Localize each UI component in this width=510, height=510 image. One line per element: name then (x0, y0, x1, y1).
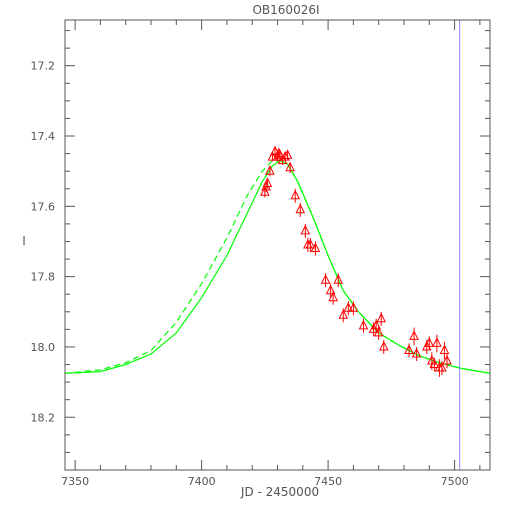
data-points (260, 145, 452, 377)
x-tick-label: 7350 (61, 475, 89, 488)
model-curve-dashed (64, 160, 491, 374)
data-point (300, 224, 311, 235)
data-point (290, 189, 301, 200)
data-point (376, 312, 387, 323)
data-point (260, 186, 270, 196)
y-tick-label: 17.2 (31, 60, 56, 73)
data-point (275, 149, 285, 159)
x-axis-ticks: 7350 7400 7450 7500 (61, 20, 481, 488)
data-point (282, 149, 293, 159)
y-tick-label: 17.4 (31, 130, 56, 143)
y-tick-label: 18.2 (31, 411, 56, 424)
data-point (343, 302, 354, 312)
y-axis-label: I (22, 234, 26, 248)
data-point (328, 291, 339, 302)
data-point (439, 344, 450, 354)
data-point (432, 337, 442, 347)
x-tick-label: 7400 (188, 475, 216, 488)
data-point (267, 150, 278, 161)
data-point (429, 358, 440, 368)
data-point (338, 309, 349, 319)
data-point (404, 344, 414, 354)
data-point (333, 274, 344, 284)
y-tick-label: 17.6 (31, 200, 56, 213)
x-axis-label: JD - 2450000 (240, 485, 319, 499)
data-point (320, 274, 331, 284)
data-point (270, 145, 280, 156)
data-point (325, 284, 336, 295)
y-axis-ticks: 17.2 17.4 17.6 17.8 18.0 18.2 (31, 30, 490, 471)
data-point (265, 165, 275, 175)
model-curves (64, 159, 491, 374)
data-point (295, 203, 306, 214)
data-point (442, 354, 452, 365)
data-point (409, 330, 419, 340)
x-tick-label: 7450 (314, 475, 342, 488)
model-curve-solid (64, 159, 491, 374)
data-point (285, 161, 295, 172)
data-point (280, 150, 290, 161)
data-point (378, 340, 389, 351)
data-point (373, 326, 384, 337)
data-point (437, 361, 447, 372)
plot-frame (64, 19, 491, 471)
data-point (411, 347, 422, 358)
data-point (358, 319, 369, 330)
data-point (310, 242, 321, 252)
chart-title: OB160026I (252, 3, 319, 17)
data-point (371, 319, 382, 330)
x-tick-label: 7500 (441, 475, 469, 488)
data-point (424, 337, 435, 347)
data-point (305, 238, 316, 249)
y-tick-label: 18.0 (31, 341, 56, 354)
data-point (348, 302, 359, 312)
data-point (262, 177, 273, 187)
y-tick-label: 17.8 (31, 271, 56, 284)
